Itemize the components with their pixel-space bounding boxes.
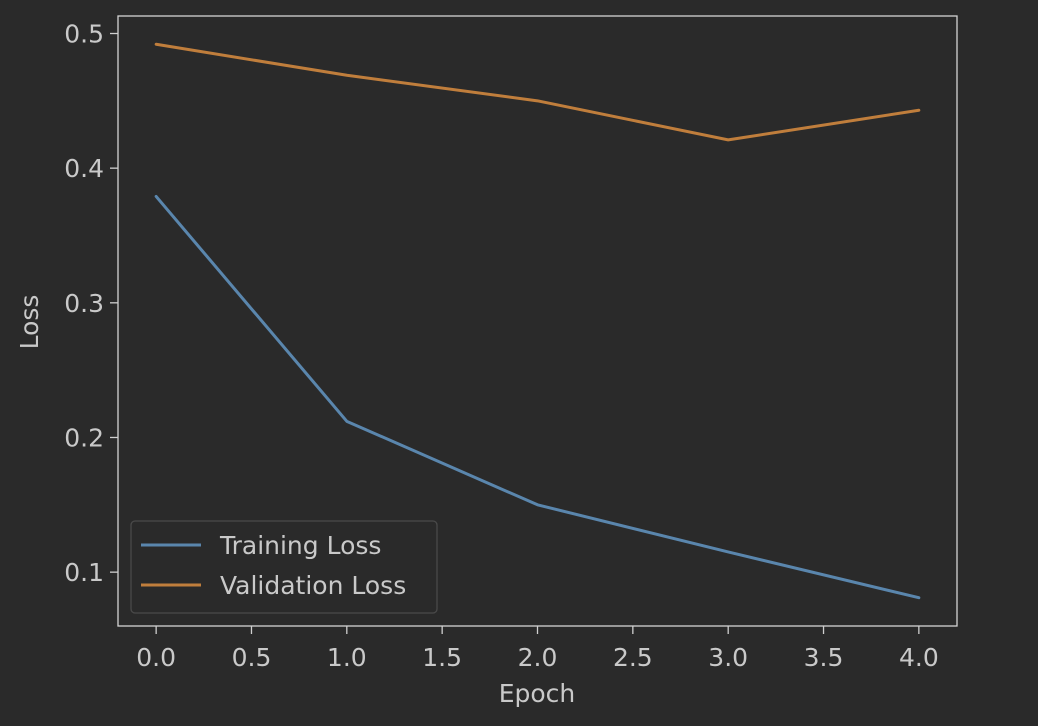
y-tick-label: 0.3 — [64, 289, 104, 318]
legend-label-validation-loss: Validation Loss — [220, 571, 406, 600]
y-axis-label: Loss — [15, 295, 44, 350]
y-tick-label: 0.2 — [64, 423, 104, 452]
legend-label-training-loss: Training Loss — [219, 531, 381, 560]
x-tick-label: 1.0 — [327, 643, 367, 672]
y-tick-label: 0.5 — [64, 20, 104, 49]
x-tick-label: 2.5 — [613, 643, 653, 672]
y-tick-label: 0.4 — [64, 154, 104, 183]
x-tick-label: 0.5 — [232, 643, 272, 672]
x-tick-label: 0.0 — [136, 643, 176, 672]
x-tick-label: 3.0 — [708, 643, 748, 672]
series-layer — [154, 42, 921, 600]
x-tick-label: 4.0 — [899, 643, 939, 672]
x-tick-label: 3.5 — [804, 643, 844, 672]
x-tick-label: 1.5 — [422, 643, 462, 672]
x-tick-label: 2.0 — [518, 643, 558, 672]
y-axis-ticks: 0.1 0.2 0.3 0.4 0.5 — [64, 20, 118, 587]
x-axis-label: Epoch — [499, 679, 576, 708]
y-tick-label: 0.1 — [64, 558, 104, 587]
series-line-validation-loss — [154, 42, 921, 142]
x-axis-ticks: 0.0 0.5 1.0 1.5 2.0 2.5 3.0 3.5 4.0 — [136, 626, 939, 672]
legend: Training Loss Validation Loss — [130, 520, 438, 614]
legend-box — [130, 520, 438, 614]
series-line-training-loss — [154, 194, 921, 600]
